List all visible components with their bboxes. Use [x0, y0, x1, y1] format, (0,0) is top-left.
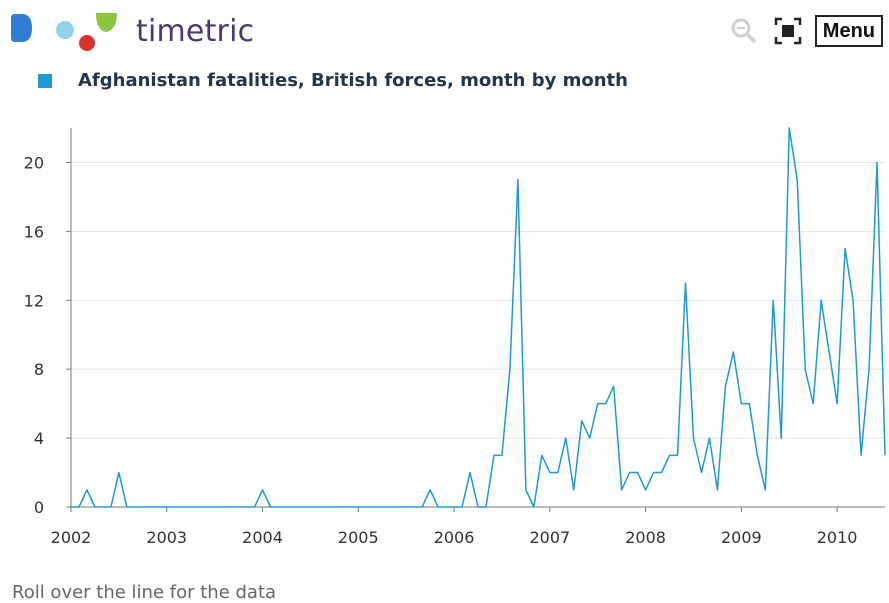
- y-tick-label: 8: [34, 360, 44, 379]
- y-tick-label: 0: [34, 498, 44, 517]
- menu-button[interactable]: Menu: [814, 15, 883, 47]
- series-line: [71, 127, 886, 508]
- header: timetric Menu: [0, 0, 889, 70]
- legend-label: Afghanistan fatalities, British forces, …: [78, 70, 628, 91]
- x-tick-label: 2006: [434, 528, 475, 547]
- fullscreen-icon[interactable]: [771, 14, 805, 48]
- x-tick-label: 2002: [51, 528, 92, 547]
- y-tick-label: 12: [24, 291, 44, 310]
- x-tick-label: 2010: [817, 528, 858, 547]
- timetric-logo[interactable]: [8, 10, 128, 58]
- chart-legend: Afghanistan fatalities, British forces, …: [38, 70, 628, 91]
- zoom-icon[interactable]: [727, 14, 761, 48]
- x-tick-label: 2003: [146, 528, 187, 547]
- x-tick-label: 2009: [721, 528, 762, 547]
- y-tick-label: 4: [34, 429, 44, 448]
- y-tick-label: 20: [24, 153, 44, 172]
- x-tick-label: 2008: [625, 528, 666, 547]
- line-chart[interactable]: 0 4 8 12 16 20 2002 2003 2004 2005 2006 2007 2008 200…: [0, 110, 889, 560]
- y-tick-label: 16: [24, 222, 44, 241]
- legend-swatch: [38, 73, 52, 88]
- x-tick-label: 2005: [338, 528, 379, 547]
- x-tick-label: 2007: [529, 528, 570, 547]
- logo-dots-icon: [11, 13, 117, 51]
- hover-hint: Roll over the line for the data: [12, 582, 277, 603]
- brand-name: timetric: [136, 14, 255, 49]
- toolbar: Menu: [727, 14, 883, 48]
- x-tick-label: 2004: [242, 528, 283, 547]
